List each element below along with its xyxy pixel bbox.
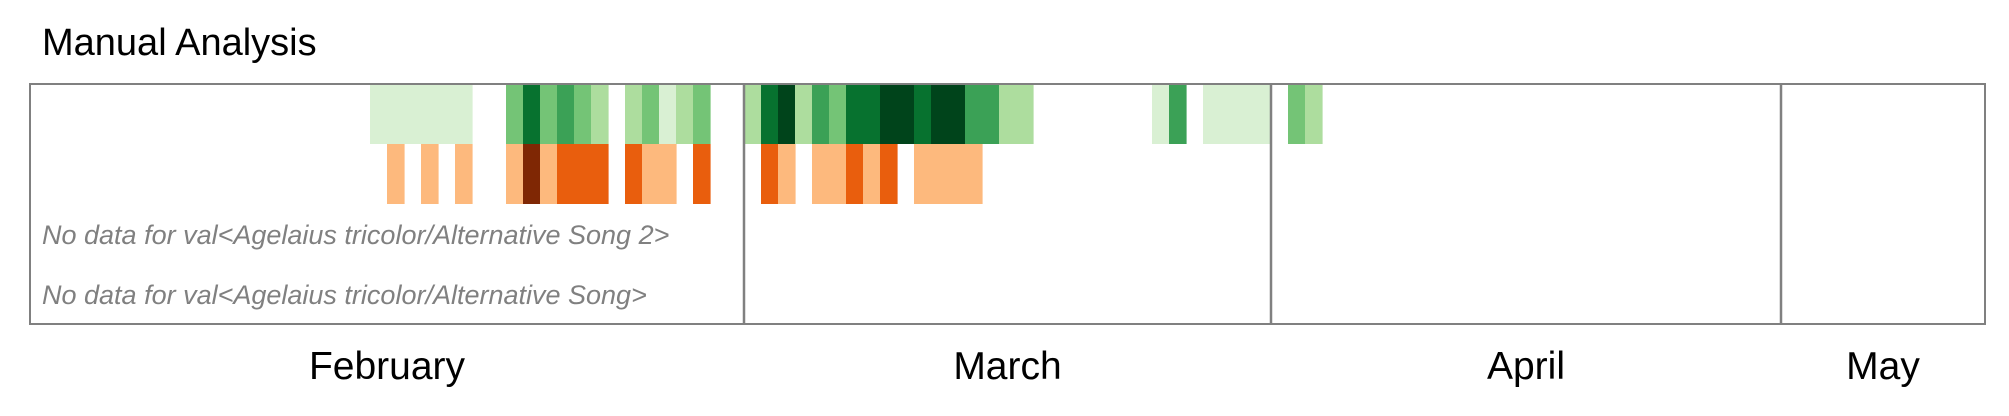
heat-cell-orange [761,144,779,204]
heat-cell-green [1288,84,1306,144]
heat-cell-orange [965,144,983,204]
heat-cell-green [897,84,915,144]
heat-cell-green [1016,84,1034,144]
heat-cell-green [931,84,949,144]
heat-cell-orange [574,144,592,204]
month-label: April [1487,345,1565,388]
heat-cell-green [999,84,1017,144]
month-label: March [953,345,1061,388]
heat-cell-green [880,84,898,144]
heat-cell-orange [778,144,796,204]
heat-cell-orange [846,144,864,204]
heat-cell-orange [659,144,677,204]
heat-cell-green [948,84,966,144]
month-grid [742,84,1783,324]
heat-cell-green [812,84,830,144]
heat-cell-green [1305,84,1323,144]
heat-cell-orange [948,144,966,204]
month-label: May [1846,345,1920,388]
no-data-message: No data for val<Agelaius tricolor/Altern… [42,280,647,310]
heat-cell-orange [812,144,830,204]
heat-cell-green [387,84,405,144]
heat-cell-green [1220,84,1238,144]
heat-cell-orange [931,144,949,204]
heat-cell-orange [421,144,439,204]
heat-cell-green [1152,84,1170,144]
heat-cell-orange [880,144,898,204]
heat-cell-orange [591,144,609,204]
heat-cell-orange [523,144,541,204]
heat-cell-orange [387,144,405,204]
heat-cell-green [1169,84,1187,144]
heat-cell-green [1203,84,1221,144]
heat-cell-green [846,84,864,144]
heat-cell-green [693,84,711,144]
heat-cell-green [540,84,558,144]
heat-cell-orange [914,144,932,204]
heat-cell-orange [540,144,558,204]
cells-layer [370,84,1323,204]
heat-cell-green [421,84,439,144]
heat-cell-green [914,84,932,144]
heat-cell-green [591,84,609,144]
heat-cell-green [557,84,575,144]
heat-cell-orange [693,144,711,204]
heat-cell-green [1237,84,1255,144]
heat-cell-green [982,84,1000,144]
heat-cell-green [506,84,524,144]
heat-cell-orange [557,144,575,204]
heat-cell-green [659,84,677,144]
heat-cell-green [795,84,813,144]
heat-cell-orange [642,144,660,204]
heat-cell-green [744,84,762,144]
heat-cell-green [370,84,388,144]
heat-cell-green [778,84,796,144]
heat-cell-green [404,84,422,144]
heat-cell-green [965,84,983,144]
heat-cell-green [1254,84,1272,144]
heat-cell-green [761,84,779,144]
no-data-layer: No data for val<Agelaius tricolor/Altern… [42,220,669,310]
heat-cell-green [574,84,592,144]
heat-cell-orange [863,144,881,204]
heat-cell-green [642,84,660,144]
plot-frame [29,83,1986,325]
heat-cell-orange [625,144,643,204]
heat-cell-green [625,84,643,144]
heat-cell-green [438,84,456,144]
chart-title: Manual Analysis [42,22,317,64]
no-data-message: No data for val<Agelaius tricolor/Altern… [42,220,669,250]
heat-cell-green [863,84,881,144]
heat-cell-green [829,84,847,144]
heat-cell-green [455,84,473,144]
heat-cell-green [676,84,694,144]
month-label: February [309,345,466,388]
heat-cell-orange [506,144,524,204]
heat-cell-orange [829,144,847,204]
heat-cell-orange [455,144,473,204]
month-labels: February March April May [309,345,1920,388]
heat-cell-green [523,84,541,144]
